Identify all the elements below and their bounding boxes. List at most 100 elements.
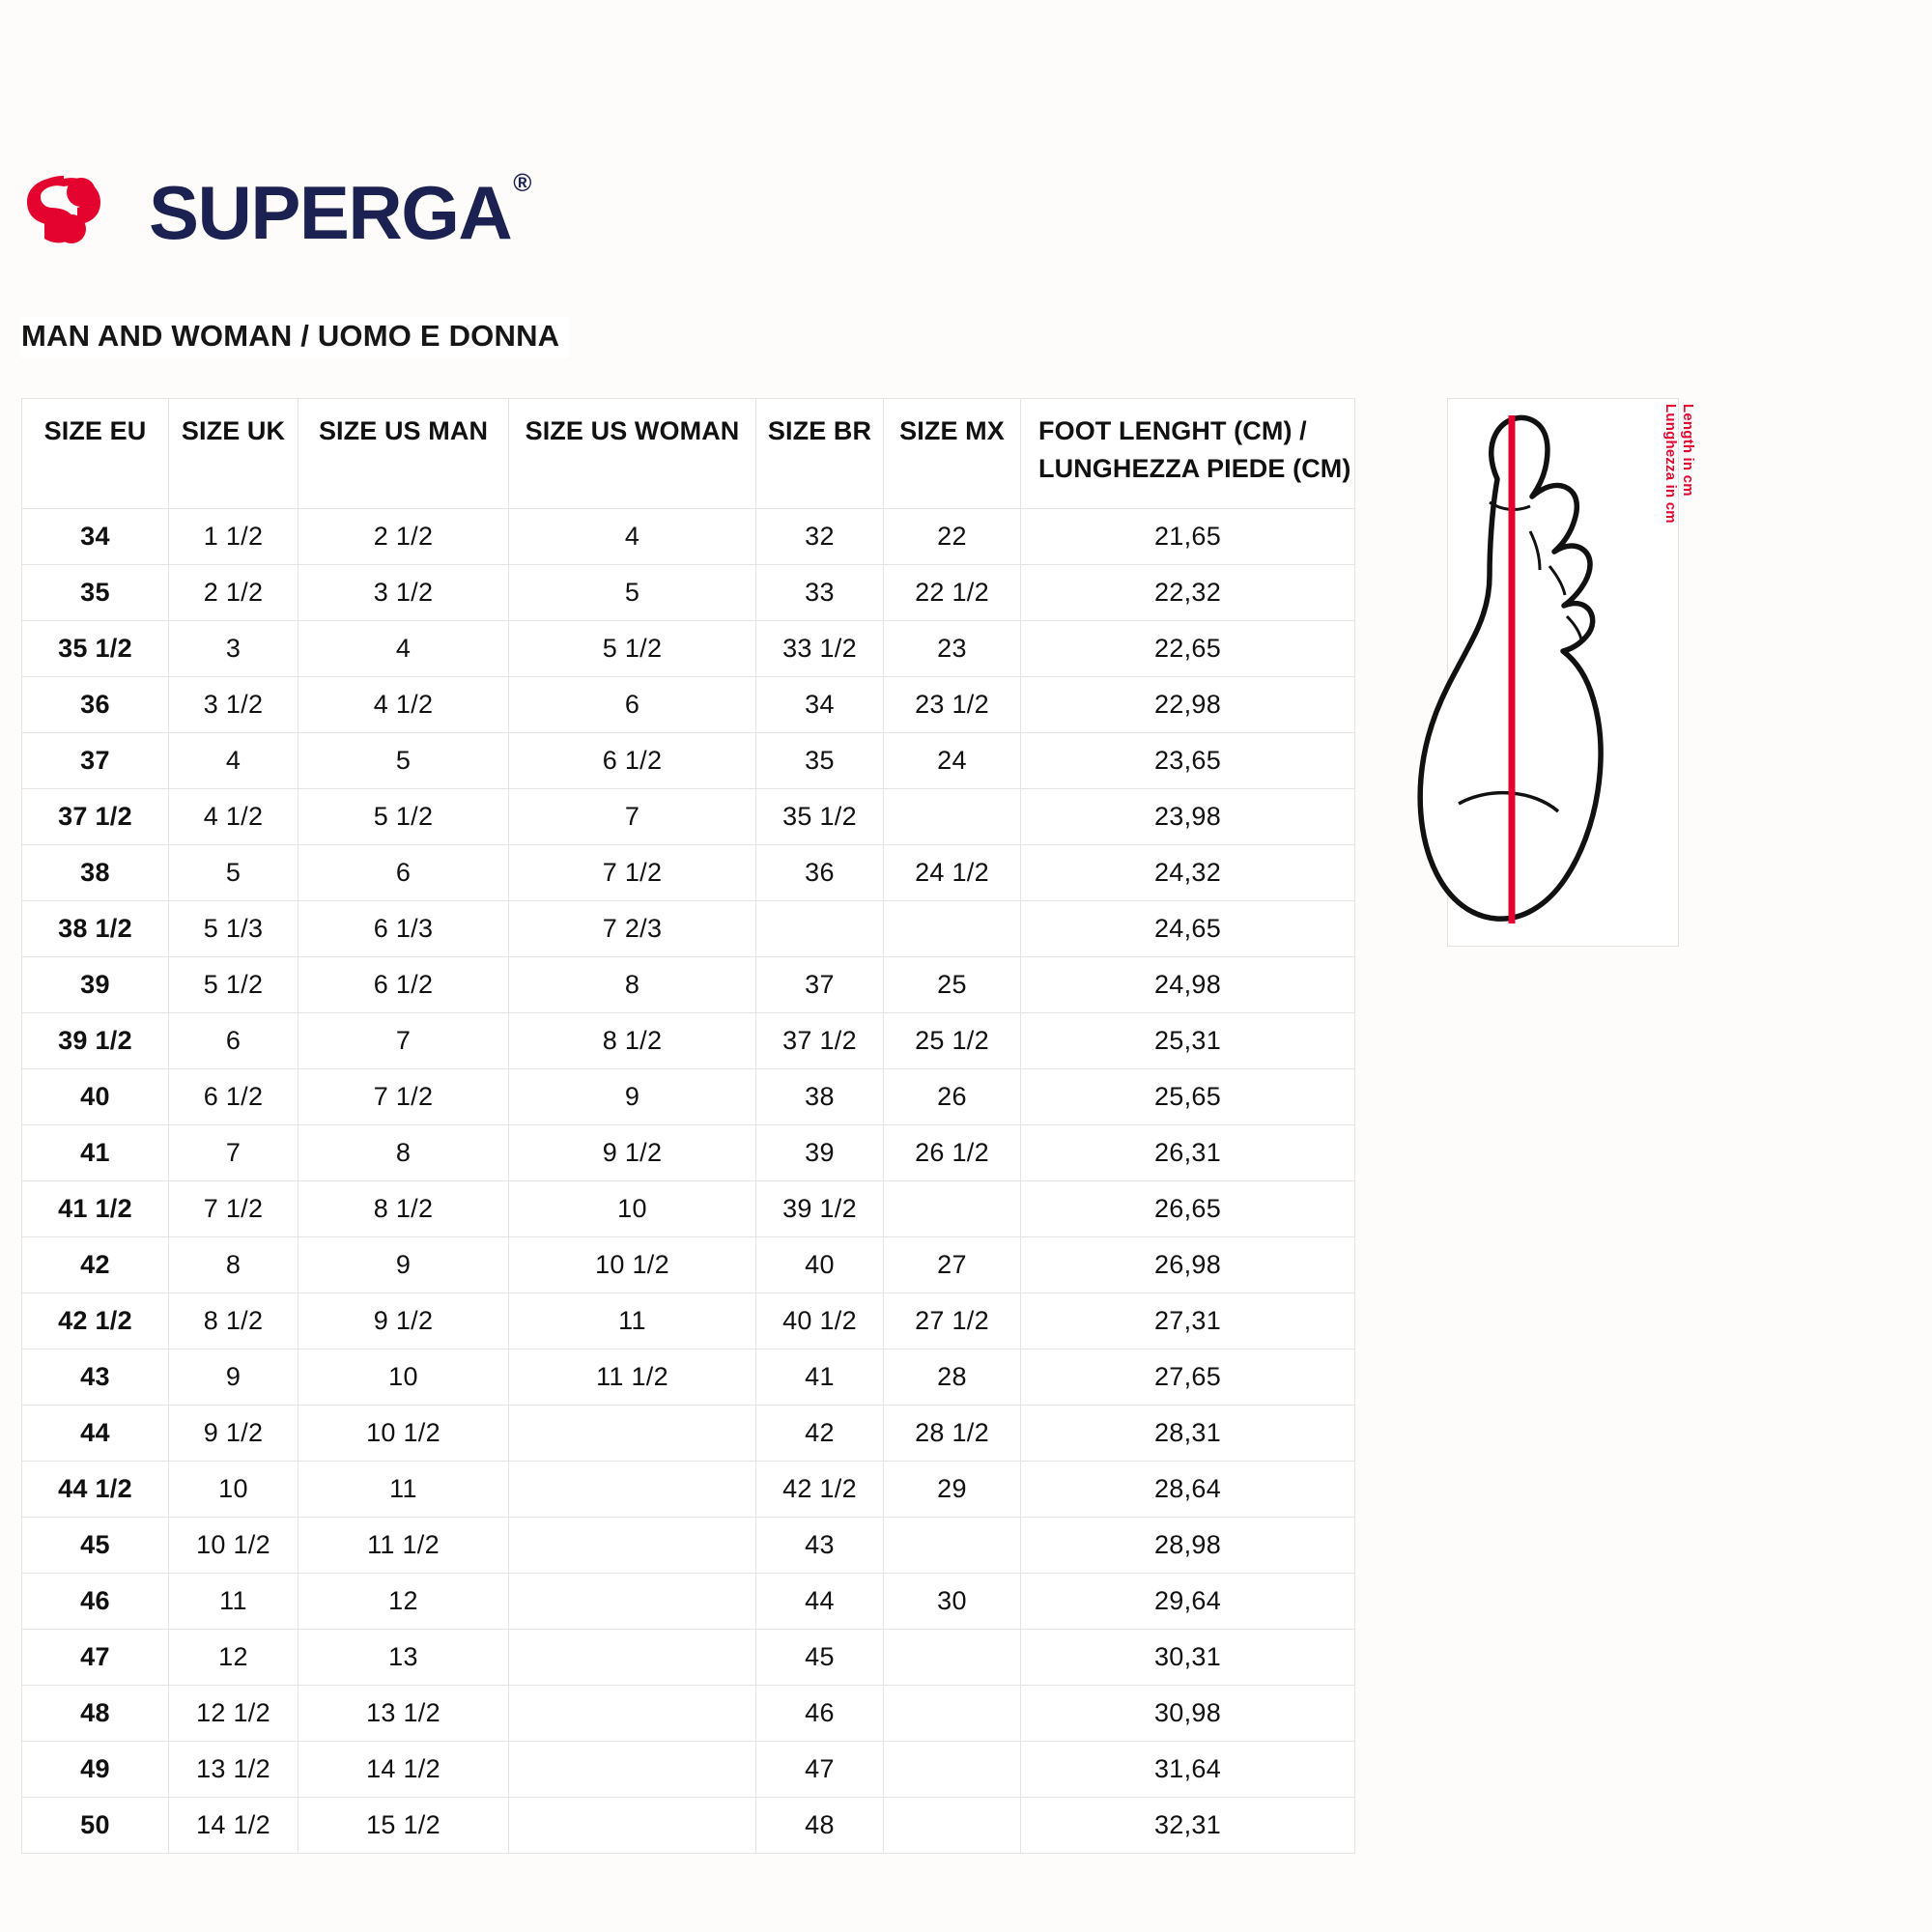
cell-size-mx: 23: [883, 620, 1021, 677]
cell-size-us-man: 11 1/2: [298, 1517, 509, 1574]
size-chart-container: SIZE EU SIZE UK SIZE US MAN SIZE US WOMA…: [21, 398, 1355, 1854]
cell-size-mx: 30: [883, 1573, 1021, 1630]
cell-size-us-woman: 11 1/2: [508, 1349, 756, 1406]
registered-trademark-icon: ®: [513, 168, 532, 197]
cell-size-uk: 1 1/2: [168, 508, 298, 565]
cell-size-us-woman: [508, 1629, 756, 1686]
cell-size-us-woman: 7 2/3: [508, 900, 756, 957]
cell-size-mx: 22 1/2: [883, 564, 1021, 621]
cell-size-uk: 5: [168, 844, 298, 901]
cell-size-us-woman: 6: [508, 676, 756, 733]
cell-size-us-man: 14 1/2: [298, 1741, 509, 1798]
cell-size-us-woman: 9: [508, 1068, 756, 1125]
cell-size-eu: 42 1/2: [21, 1293, 169, 1350]
cell-size-us-man: 6: [298, 844, 509, 901]
cell-foot-length: 26,98: [1020, 1236, 1355, 1293]
cell-size-eu: 42: [21, 1236, 169, 1293]
table-row: 35 2 1/2 3 1/2 5 33 22 1/2 22,32: [21, 564, 1355, 621]
table-row: 41 7 8 9 1/2 39 26 1/2 26,31: [21, 1124, 1355, 1181]
column-header-size-mx: SIZE MX: [883, 398, 1021, 509]
cell-size-br: 35 1/2: [755, 788, 884, 845]
cell-size-us-man: 6 1/2: [298, 956, 509, 1013]
cell-size-us-woman: 10 1/2: [508, 1236, 756, 1293]
cell-size-us-woman: [508, 1517, 756, 1574]
column-header-size-us-man: SIZE US MAN: [298, 398, 509, 509]
table-row: 44 9 1/2 10 1/2 42 28 1/2 28,31: [21, 1405, 1355, 1462]
cell-size-us-man: 15 1/2: [298, 1797, 509, 1854]
brand-logo: SUPERGA®: [21, 170, 531, 250]
length-label-it: Lunghezza in cm: [1662, 404, 1679, 524]
cell-size-us-woman: [508, 1405, 756, 1462]
table-row: 38 5 6 7 1/2 36 24 1/2 24,32: [21, 844, 1355, 901]
table-row: 48 12 1/2 13 1/2 46 30,98: [21, 1685, 1355, 1742]
brand-name-text: SUPERGA: [149, 170, 513, 255]
cell-size-us-woman: 10: [508, 1180, 756, 1237]
cell-size-us-woman: 7: [508, 788, 756, 845]
cell-size-us-woman: 5: [508, 564, 756, 621]
cell-size-mx: [883, 1685, 1021, 1742]
cell-size-mx: 27: [883, 1236, 1021, 1293]
cell-size-eu: 37: [21, 732, 169, 789]
cell-size-us-woman: [508, 1573, 756, 1630]
cell-size-br: 45: [755, 1629, 884, 1686]
cell-size-br: 35: [755, 732, 884, 789]
cell-size-us-man: 9 1/2: [298, 1293, 509, 1350]
cell-size-us-woman: 6 1/2: [508, 732, 756, 789]
cell-foot-length: 27,31: [1020, 1293, 1355, 1350]
cell-size-uk: 9 1/2: [168, 1405, 298, 1462]
cell-size-uk: 14 1/2: [168, 1797, 298, 1854]
cell-size-br: 40 1/2: [755, 1293, 884, 1350]
cell-size-us-man: 9: [298, 1236, 509, 1293]
cell-size-uk: 9: [168, 1349, 298, 1406]
table-row: 38 1/2 5 1/3 6 1/3 7 2/3 24,65: [21, 900, 1355, 957]
cell-size-br: 33: [755, 564, 884, 621]
cell-foot-length: 31,64: [1020, 1741, 1355, 1798]
cell-foot-length: 29,64: [1020, 1573, 1355, 1630]
cell-size-us-man: 5: [298, 732, 509, 789]
cell-foot-length: 26,31: [1020, 1124, 1355, 1181]
table-row: 36 3 1/2 4 1/2 6 34 23 1/2 22,98: [21, 676, 1355, 733]
cell-size-br: 40: [755, 1236, 884, 1293]
cell-size-us-man: 8: [298, 1124, 509, 1181]
foot-length-header-line-1: FOOT LENGHT (CM) /: [1038, 416, 1307, 445]
cell-size-eu: 45: [21, 1517, 169, 1574]
cell-size-mx: 23 1/2: [883, 676, 1021, 733]
cell-size-uk: 6 1/2: [168, 1068, 298, 1125]
column-header-foot-length: FOOT LENGHT (CM) / LUNGHEZZA PIEDE (CM): [1020, 398, 1355, 509]
foot-measurement-diagram: Length in cm Lunghezza in cm: [1417, 398, 1716, 947]
cell-size-eu: 46: [21, 1573, 169, 1630]
cell-foot-length: 26,65: [1020, 1180, 1355, 1237]
cell-size-us-woman: 11: [508, 1293, 756, 1350]
cell-foot-length: 23,98: [1020, 788, 1355, 845]
cell-foot-length: 28,64: [1020, 1461, 1355, 1518]
table-row: 44 1/2 10 11 42 1/2 29 28,64: [21, 1461, 1355, 1518]
cell-size-us-man: 2 1/2: [298, 508, 509, 565]
cell-foot-length: 27,65: [1020, 1349, 1355, 1406]
table-row: 49 13 1/2 14 1/2 47 31,64: [21, 1741, 1355, 1798]
cell-foot-length: 21,65: [1020, 508, 1355, 565]
cell-foot-length: 24,65: [1020, 900, 1355, 957]
cell-size-us-man: 10 1/2: [298, 1405, 509, 1462]
cell-size-mx: [883, 1517, 1021, 1574]
cell-size-br: 42: [755, 1405, 884, 1462]
cell-foot-length: 25,31: [1020, 1012, 1355, 1069]
cell-foot-length: 23,65: [1020, 732, 1355, 789]
table-row: 46 11 12 44 30 29,64: [21, 1573, 1355, 1630]
cell-size-us-woman: 4: [508, 508, 756, 565]
column-header-size-us-woman: SIZE US WOMAN: [508, 398, 756, 509]
cell-size-br: 43: [755, 1517, 884, 1574]
cell-size-br: 32: [755, 508, 884, 565]
cell-size-uk: 6: [168, 1012, 298, 1069]
cell-size-us-woman: [508, 1797, 756, 1854]
cell-size-mx: [883, 1629, 1021, 1686]
cell-size-mx: 28 1/2: [883, 1405, 1021, 1462]
cell-foot-length: 24,98: [1020, 956, 1355, 1013]
cell-size-uk: 8: [168, 1236, 298, 1293]
cell-size-us-man: 7: [298, 1012, 509, 1069]
cell-size-us-woman: 9 1/2: [508, 1124, 756, 1181]
cell-foot-length: 32,31: [1020, 1797, 1355, 1854]
cell-size-us-woman: [508, 1685, 756, 1742]
cell-size-us-man: 7 1/2: [298, 1068, 509, 1125]
cell-size-mx: 26 1/2: [883, 1124, 1021, 1181]
cell-size-us-woman: 5 1/2: [508, 620, 756, 677]
